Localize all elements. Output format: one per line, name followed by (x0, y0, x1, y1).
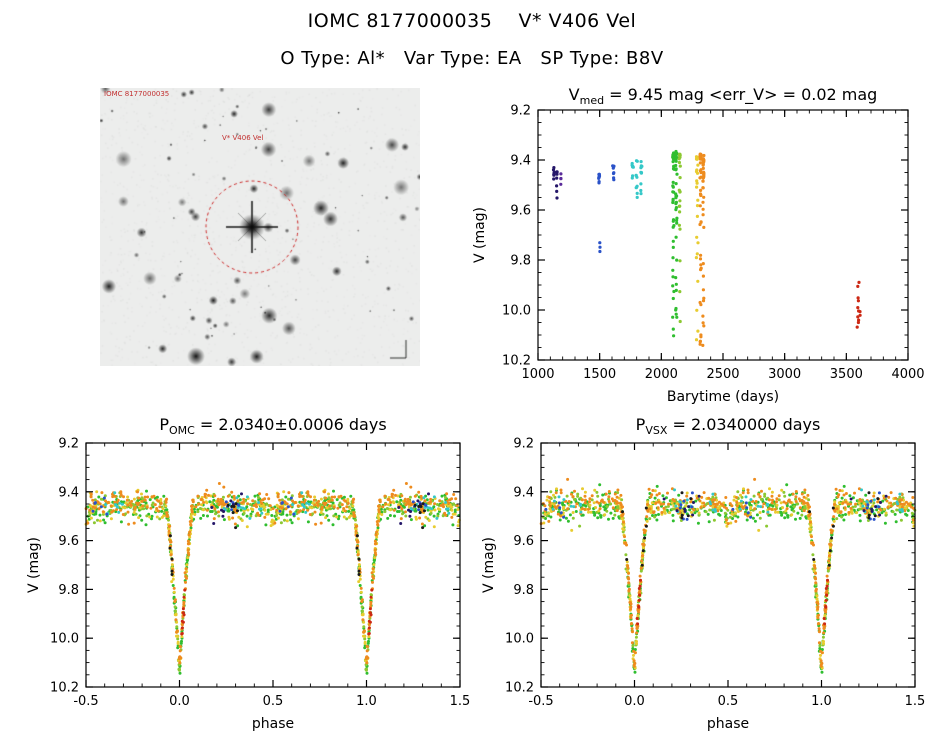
svg-text:1000: 1000 (521, 367, 554, 382)
svg-text:1.0: 1.0 (356, 694, 377, 709)
svg-text:10.2: 10.2 (502, 354, 531, 369)
page-subtitle: O Type: Al* Var Type: EA SP Type: B8V (280, 48, 664, 69)
svg-text:10.0: 10.0 (50, 632, 79, 647)
svg-text:9.4: 9.4 (513, 485, 534, 500)
svg-text:1.5: 1.5 (450, 694, 470, 709)
svg-text:V (mag): V (mag) (481, 537, 497, 593)
svg-text:10.2: 10.2 (50, 681, 79, 696)
svg-text:phase: phase (707, 716, 749, 732)
svg-text:9.8: 9.8 (513, 583, 534, 598)
svg-text:9.8: 9.8 (510, 254, 531, 269)
svg-text:2500: 2500 (706, 367, 739, 382)
svg-text:3500: 3500 (830, 367, 863, 382)
svg-text:10.0: 10.0 (505, 632, 534, 647)
svg-text:2000: 2000 (645, 367, 678, 382)
svg-text:9.8: 9.8 (58, 583, 79, 598)
svg-text:0.5: 0.5 (718, 694, 739, 709)
svg-text:1.0: 1.0 (811, 694, 832, 709)
plot-canvas-phase_vsx: -0.5 0.0 0.5 1.0 1.5 9.2 9.4 9.6 9.8 10.0 10.2 phas… (481, 437, 925, 733)
svg-text:-0.5: -0.5 (528, 694, 553, 709)
page-title: IOMC 8177000035 V* V406 Vel (307, 10, 637, 32)
svg-text:V (mag): V (mag) (472, 207, 488, 263)
plot-canvas-phase_omc: -0.5 0.0 0.5 1.0 1.5 9.2 9.4 9.6 9.8 10.0 10.2 phas… (26, 437, 470, 733)
svg-text:9.6: 9.6 (510, 204, 531, 219)
finding-chart-target-label: V* V406 Vel (222, 134, 264, 142)
svg-text:9.4: 9.4 (510, 154, 531, 169)
plot-title-barytime: Vmed = 9.45 mag <err_V> = 0.02 mag (568, 85, 878, 108)
plot-phase_vsx: PVSX = 2.0340000 days -0.5 0.0 0.5 1.0 1.5 9.2… (477, 415, 925, 745)
svg-text:10.2: 10.2 (505, 681, 534, 696)
svg-text:0.0: 0.0 (169, 694, 190, 709)
svg-text:3000: 3000 (768, 367, 801, 382)
svg-text:9.2: 9.2 (510, 104, 531, 119)
finding-chart-image (100, 88, 420, 366)
plot-barytime: Vmed = 9.45 mag <err_V> = 0.02 mag 1000 15… (468, 85, 934, 415)
svg-text:Barytime (days): Barytime (days) (667, 389, 779, 405)
svg-text:0.5: 0.5 (263, 694, 284, 709)
svg-text:9.6: 9.6 (513, 534, 534, 549)
svg-text:1.5: 1.5 (905, 694, 925, 709)
svg-text:0.0: 0.0 (624, 694, 645, 709)
svg-text:1500: 1500 (583, 367, 616, 382)
svg-text:9.6: 9.6 (58, 534, 79, 549)
svg-text:10.0: 10.0 (502, 304, 531, 319)
finding-chart-corner-label: IOMC 8177000035 (104, 90, 170, 98)
svg-text:9.2: 9.2 (513, 437, 534, 452)
plot-title-phase_omc: POMC = 2.0340±0.0006 days (159, 415, 387, 438)
svg-text:V (mag): V (mag) (26, 537, 42, 593)
finding-chart: IOMC 8177000035 V* V406 Vel (100, 88, 420, 366)
plot-title-phase_vsx: PVSX = 2.0340000 days (635, 415, 821, 438)
plot-canvas-barytime: 1000 1500 2000 2500 3000 3500 4000 9.2 9.4 9.6 9.8… (472, 104, 925, 406)
plot-phase_omc: POMC = 2.0340±0.0006 days -0.5 0.0 0.5 1.0 1.… (22, 415, 470, 745)
svg-text:4000: 4000 (891, 367, 924, 382)
svg-text:phase: phase (252, 716, 294, 732)
svg-text:9.4: 9.4 (58, 485, 79, 500)
svg-text:-0.5: -0.5 (73, 694, 98, 709)
svg-text:9.2: 9.2 (58, 437, 79, 452)
